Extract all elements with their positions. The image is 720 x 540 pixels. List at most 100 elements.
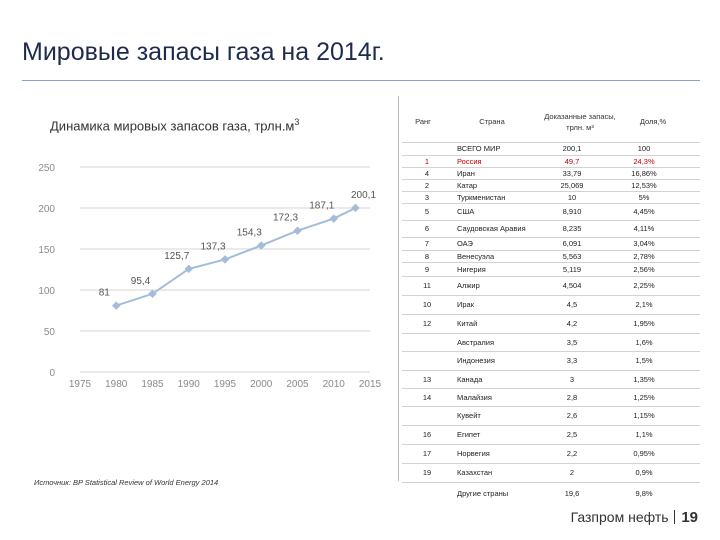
rank-cell: 3 <box>424 193 430 202</box>
country-cell: США <box>457 207 475 216</box>
reserves-cell: 2,5 <box>566 430 578 439</box>
header-reserves-line2: трлн. м³ <box>566 123 594 132</box>
reserves-table: ВСЕГО МИР 200,1 100 1 Россия 49,7 24,3% 4 Иран 33… <box>402 142 700 505</box>
rank-cell: 12 <box>422 319 432 328</box>
reserves-cell: 3,5 <box>566 338 578 347</box>
country-cell: Россия <box>457 157 482 166</box>
data-point <box>293 226 302 235</box>
table-row: 5 США 8,910 4,45% <box>402 203 700 220</box>
rank-cell: 7 <box>424 239 430 248</box>
share-cell: 1,6% <box>635 338 653 347</box>
rank-cell: 5 <box>424 207 430 216</box>
reserves-cell: 2 <box>569 468 575 477</box>
table-row: Другие страны 19,6 9,8% <box>402 482 700 505</box>
country-cell: Китай <box>457 319 478 328</box>
y-tick-label: 200 <box>38 204 55 215</box>
reserves-cell: 2,8 <box>566 393 578 402</box>
x-tick-label: 1985 <box>141 379 164 390</box>
y-tick-label: 100 <box>38 286 55 297</box>
header-rank: Ранг <box>415 117 431 126</box>
reserves-cell: 8,235 <box>562 224 582 233</box>
table-row: 13 Канада 3 1,35% <box>402 370 700 388</box>
title-divider <box>22 80 700 81</box>
country-cell: Кувейт <box>457 411 481 420</box>
chart-title-superscript: 3 <box>294 117 300 127</box>
x-tick-label: 1980 <box>105 379 128 390</box>
rank-cell: 19 <box>422 468 432 477</box>
country-cell: Иран <box>457 169 475 178</box>
reserves-cell: 4,2 <box>566 319 578 328</box>
data-label: 172,3 <box>273 213 298 224</box>
share-cell: 1,35% <box>633 375 655 384</box>
country-cell: Малайзия <box>457 393 492 402</box>
rank-cell: 4 <box>424 169 430 178</box>
table-row: Кувейт 2,6 1,15% <box>402 406 700 425</box>
share-cell: 0,9% <box>635 468 653 477</box>
reserves-cell: 25,069 <box>560 181 584 190</box>
footer-separator <box>674 510 676 524</box>
reserves-cell: 2,6 <box>566 411 578 420</box>
country-cell: Норвегия <box>457 449 490 458</box>
country-cell: Нигерия <box>457 265 486 274</box>
chart-title-text: Динамика мировых запасов газа, трлн.м <box>50 118 295 134</box>
data-point <box>112 301 121 310</box>
table-row: 10 Ирак 4,5 2,1% <box>402 295 700 314</box>
country-cell: Индонезия <box>457 356 495 365</box>
table-row: 11 Алжир 4,504 2,25% <box>402 276 700 295</box>
x-tick-label: 2005 <box>286 379 309 390</box>
x-tick-label: 1990 <box>178 379 201 390</box>
table-row: Индонезия 3,3 1,5% <box>402 351 700 370</box>
reserves-cell: 4,504 <box>562 281 582 290</box>
table-row: 3 Туркменистан 10 5% <box>402 191 700 203</box>
share-cell: 12,53% <box>631 181 657 190</box>
data-point <box>220 255 230 264</box>
header-reserves: Доказанные запасы, трлн. м³ <box>535 111 625 133</box>
y-tick-label: 0 <box>49 368 55 379</box>
data-point <box>329 214 338 223</box>
section-divider <box>398 96 399 481</box>
y-tick-label: 150 <box>38 245 55 256</box>
share-cell: 4,11% <box>633 224 655 233</box>
reserves-cell: 6,091 <box>562 239 582 248</box>
data-label: 95,4 <box>131 276 151 287</box>
table-row: 14 Малайзия 2,8 1,25% <box>402 388 700 406</box>
data-label: 187,1 <box>309 201 334 212</box>
reserves-line-chart: 0 50 100 150 200 250 1975 1980 1985 1990 1995 2000 2… <box>38 163 381 390</box>
country-cell: Саудовская Аравия <box>457 224 526 233</box>
reserves-cell: 3 <box>569 375 575 384</box>
data-label: 81 <box>99 288 111 299</box>
reserves-cell: 5,119 <box>562 265 582 274</box>
x-tick-label: 1995 <box>214 379 237 390</box>
data-label: 125,7 <box>164 251 189 262</box>
country-cell: ВСЕГО МИР <box>457 144 501 153</box>
x-tick-label: 2000 <box>250 379 273 390</box>
table-row: Австралия 3,5 1,6% <box>402 333 700 351</box>
reserves-cell: 200,1 <box>562 144 582 153</box>
country-cell: Катар <box>457 181 478 190</box>
rank-cell: 8 <box>424 252 430 261</box>
share-cell: 2,56% <box>633 265 655 274</box>
y-tick-label: 250 <box>38 163 55 174</box>
share-cell: 1,5% <box>635 356 653 365</box>
country-cell: Канада <box>457 375 483 384</box>
slide-title: Мировые запасы газа на 2014г. <box>22 38 385 66</box>
table-row: 9 Нигерия 5,119 2,56% <box>402 262 700 276</box>
series-line <box>115 207 356 307</box>
table-row: 12 Китай 4,2 1,95% <box>402 314 700 333</box>
share-cell: 9,8% <box>635 489 653 498</box>
country-cell: Другие страны <box>457 489 509 498</box>
rank-cell: 1 <box>424 157 430 166</box>
table-row: 17 Норвегия 2,2 0,95% <box>402 444 700 463</box>
reserves-cell: 5,563 <box>562 252 582 261</box>
data-point <box>257 241 266 250</box>
share-cell: 3,04% <box>633 239 655 248</box>
table-row: 19 Казахстан 2 0,9% <box>402 463 700 482</box>
table-row: 6 Саудовская Аравия 8,235 4,11% <box>402 220 700 237</box>
rank-cell: 2 <box>424 181 430 190</box>
share-cell: 16,86% <box>631 169 657 178</box>
y-tick-label: 50 <box>44 327 56 338</box>
share-cell: 4,45% <box>633 207 655 216</box>
header-share: Доля,% <box>639 117 667 126</box>
footer-brand: Газпром нефть <box>570 509 669 525</box>
share-cell: 1,15% <box>633 411 655 420</box>
